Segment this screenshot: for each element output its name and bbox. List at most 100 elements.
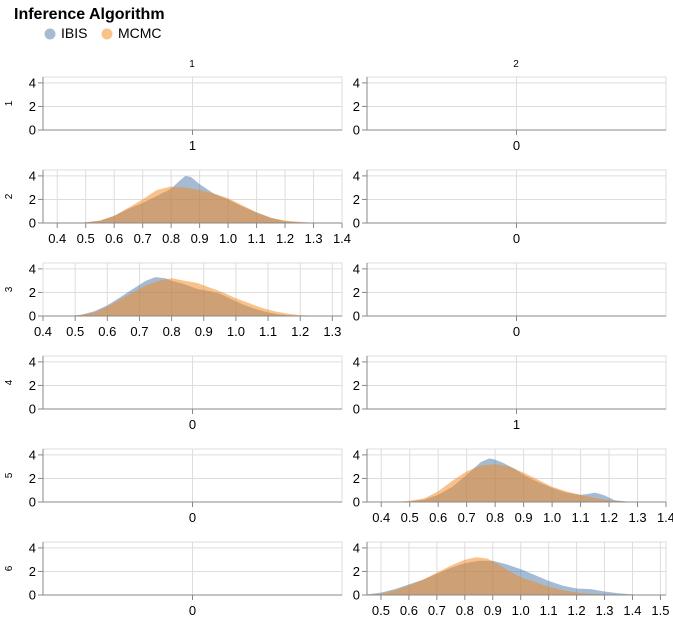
panel-r4-c1: 0 2 4 0: [29, 354, 343, 432]
panel-r2-c2-ytick-label-4: 4: [353, 168, 360, 183]
panel-r3-c1-xtick-label-1.0: 1.0: [227, 324, 245, 339]
panel-r5-c2-xtick-label-0.8: 0.8: [486, 510, 504, 525]
panel-r4-c2-ytick-label-2: 2: [353, 378, 360, 393]
legend-marker-mcmc: [101, 28, 113, 40]
panel-r1-c1-x-label: 1: [189, 138, 196, 153]
panel-r5-c1: 0 2 4 0: [29, 447, 343, 525]
panel-r3-c1-xtick-label-1.1: 1.1: [259, 324, 277, 339]
panel-r2-c1-xtick-label-1.1: 1.1: [248, 231, 266, 246]
panel-r6-c2-xtick-label-0.9: 0.9: [484, 603, 502, 618]
panel-r3-c2-ytick-label-2: 2: [353, 285, 360, 300]
panel-r2-c2-ytick-label-0: 0: [353, 216, 360, 231]
panel-r5-c2-xtick-label-1.2: 1.2: [600, 510, 618, 525]
panel-r3-c1-xtick-label-1.2: 1.2: [291, 324, 309, 339]
panel-r6-c2-ytick-label-4: 4: [353, 540, 360, 555]
panel-r2-c1-xtick-label-1.3: 1.3: [304, 231, 322, 246]
facet-panels: 1 2 3 4 5 6 0 2 4 1 0 2 4 0 0 2 4 0.4 0.5 0.6 0.7 0.8 0.9 1.0 1.…: [4, 75, 673, 618]
row-title-4: 4: [4, 379, 15, 385]
panel-r4-c2-x-label: 1: [513, 417, 520, 432]
legend-title: Inference Algorithm: [14, 6, 165, 23]
panel-r5-c2-xtick-label-1.0: 1.0: [543, 510, 561, 525]
panel-r1-c2-x-label: 0: [513, 138, 520, 153]
panel-r5-c2-ytick-label-4: 4: [353, 447, 360, 462]
legend-label-mcmc: MCMC: [118, 25, 162, 41]
panel-r5-c2-xtick-label-0.7: 0.7: [458, 510, 476, 525]
panel-r1-c1: 0 2 4 1: [29, 75, 343, 153]
panel-r3-c1-ytick-label-2: 2: [29, 285, 36, 300]
panel-r6-c2-area-mcmc: [367, 557, 633, 595]
panel-r5-c1-x-label: 0: [189, 510, 196, 525]
panel-r5-c2: 0 2 4 0.4 0.5 0.6 0.7 0.8 0.9 1.0 1.1 1.2 1.3 1.4: [353, 447, 673, 525]
legend-marker-ibis: [44, 28, 56, 40]
panel-r3-c1-area-mcmc: [68, 278, 326, 316]
panel-r3-c1-xtick-label-0.9: 0.9: [195, 324, 213, 339]
row-title-5: 5: [4, 472, 15, 478]
panel-r6-c2-xtick-label-1.3: 1.3: [595, 603, 613, 618]
panel-r6-c1: 0 2 4 0: [29, 540, 343, 618]
panel-r1-c2-ytick-label-4: 4: [353, 75, 360, 90]
panel-r4-c1-ytick-label-4: 4: [29, 354, 36, 369]
row-title-2: 2: [4, 193, 15, 199]
panel-r3-c2-x-label: 0: [513, 324, 520, 339]
panel-r2-c1: 0 2 4 0.4 0.5 0.6 0.7 0.8 0.9 1.0 1.1 1.2 1.3 1.4: [29, 168, 351, 246]
panel-r1-c1-ytick-label-4: 4: [29, 75, 36, 90]
panel-r2-c1-area-mcmc: [71, 186, 328, 223]
panel-r6-c2-xtick-label-1.2: 1.2: [568, 603, 586, 618]
panel-r2-c1-ytick-label-2: 2: [29, 192, 36, 207]
panel-r1-c2: 0 2 4 0: [353, 75, 667, 153]
panel-r4-c1-x-label: 0: [189, 417, 196, 432]
panel-r2-c2: 0 2 4 0: [353, 168, 667, 246]
panel-r5-c1-ytick-label-4: 4: [29, 447, 36, 462]
panel-r1-c1-ytick-label-2: 2: [29, 99, 36, 114]
panel-r3-c1-xtick-label-0.7: 0.7: [130, 324, 148, 339]
panel-r6-c2-ytick-label-0: 0: [353, 588, 360, 603]
panel-r5-c2-area-mcmc: [395, 464, 638, 502]
panel-r6-c2-ytick-label-2: 2: [353, 564, 360, 579]
panel-r2-c1-xtick-label-1.0: 1.0: [219, 231, 237, 246]
row-title-1: 1: [4, 100, 15, 106]
panel-r5-c2-xtick-label-0.4: 0.4: [372, 510, 390, 525]
panel-r4-c1-ytick-label-2: 2: [29, 378, 36, 393]
panel-r6-c2-xtick-label-0.8: 0.8: [456, 603, 474, 618]
panel-r2-c1-xtick-label-0.4: 0.4: [48, 231, 66, 246]
panel-r6-c2-xtick-label-0.5: 0.5: [372, 603, 390, 618]
panel-r3-c1-xtick-label-0.8: 0.8: [163, 324, 181, 339]
panel-r1-c2-ytick-label-0: 0: [353, 123, 360, 138]
panel-r6-c2-xtick-label-1.0: 1.0: [512, 603, 530, 618]
panel-r3-c2-ytick-label-4: 4: [353, 261, 360, 276]
panel-r3-c2: 0 2 4 0: [353, 261, 667, 339]
panel-r5-c2-xtick-label-0.6: 0.6: [429, 510, 447, 525]
panel-r1-c1-ytick-label-0: 0: [29, 123, 36, 138]
panel-r6-c1-ytick-label-4: 4: [29, 540, 36, 555]
panel-r6-c2-xtick-label-1.4: 1.4: [623, 603, 641, 618]
panel-r6-c2: 0 2 4 0.5 0.6 0.7 0.8 0.9 1.0 1.1 1.2 1.3 1.4 1.5: [353, 540, 670, 618]
panel-r3-c1-ytick-label-4: 4: [29, 261, 36, 276]
panel-r6-c1-ytick-label-2: 2: [29, 564, 36, 579]
panel-r6-c2-xtick-label-1.1: 1.1: [540, 603, 558, 618]
panel-r2-c1-xtick-label-1.4: 1.4: [333, 231, 351, 246]
panel-r5-c1-ytick-label-2: 2: [29, 471, 36, 486]
panel-r4-c2: 0 2 4 1: [353, 354, 667, 432]
panel-r2-c1-xtick-label-0.8: 0.8: [162, 231, 180, 246]
legend-label-ibis: IBIS: [61, 25, 87, 41]
panel-r5-c2-xtick-label-1.3: 1.3: [628, 510, 646, 525]
panel-r2-c1-xtick-label-0.7: 0.7: [134, 231, 152, 246]
panel-r2-c1-xtick-label-1.2: 1.2: [276, 231, 294, 246]
panel-r5-c2-xtick-label-1.1: 1.1: [572, 510, 590, 525]
panel-r3-c1-ytick-label-0: 0: [29, 309, 36, 324]
panel-r5-c2-xtick-label-0.5: 0.5: [401, 510, 419, 525]
panel-r6-c1-ytick-label-0: 0: [29, 588, 36, 603]
panel-r4-c2-ytick-label-4: 4: [353, 354, 360, 369]
panel-r6-c2-xtick-label-0.7: 0.7: [428, 603, 446, 618]
panel-r6-c1-x-label: 0: [189, 603, 196, 618]
panel-r3-c1-xtick-label-0.5: 0.5: [66, 324, 84, 339]
row-title-6: 6: [4, 565, 15, 571]
column-title-1: 1: [189, 59, 195, 70]
panel-r5-c1-ytick-label-0: 0: [29, 495, 36, 510]
column-title-2: 2: [513, 59, 519, 70]
panel-r2-c1-xtick-label-0.9: 0.9: [191, 231, 209, 246]
panel-r2-c1-xtick-label-0.6: 0.6: [105, 231, 123, 246]
legend: Inference Algorithm IBIS MCMC: [14, 6, 165, 41]
panel-r4-c2-ytick-label-0: 0: [353, 402, 360, 417]
